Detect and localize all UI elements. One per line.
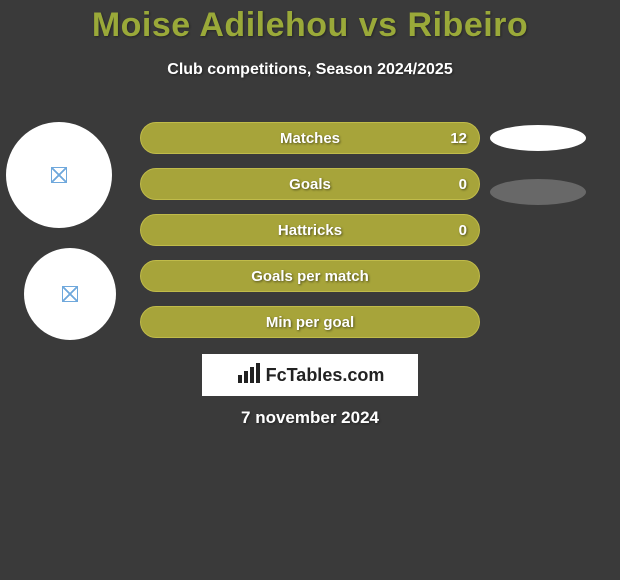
- title-vs: vs: [359, 6, 398, 44]
- avatar-column: [6, 122, 136, 360]
- subtitle: Club competitions, Season 2024/2025: [0, 61, 620, 79]
- stat-row-goals-per-match: Goals per match: [140, 260, 480, 292]
- date-text: 7 november 2024: [0, 408, 620, 428]
- stat-label: Hattricks: [155, 222, 465, 239]
- stat-label: Goals: [155, 176, 465, 193]
- title-player1: Moise Adilehou: [92, 6, 349, 44]
- stat-right-value: 0: [459, 222, 467, 239]
- stat-rows: Matches 12 Goals 0 Hattricks 0 Goals per…: [140, 122, 480, 352]
- stat-right-value: 12: [450, 130, 467, 147]
- placeholder-image-icon: [51, 167, 67, 183]
- side-ovals: [490, 122, 610, 233]
- stat-label: Min per goal: [155, 314, 465, 331]
- avatar-player1: [6, 122, 112, 228]
- brand-badge: FcTables.com: [202, 354, 418, 396]
- stat-row-matches: Matches 12: [140, 122, 480, 154]
- stat-right-value: 0: [459, 176, 467, 193]
- stat-label: Matches: [155, 130, 465, 147]
- stat-row-min-per-goal: Min per goal: [140, 306, 480, 338]
- stat-row-hattricks: Hattricks 0: [140, 214, 480, 246]
- bar-chart-icon: [236, 361, 260, 390]
- brand-text: FcTables.com: [266, 365, 385, 386]
- stat-row-goals: Goals 0: [140, 168, 480, 200]
- title-player2: Ribeiro: [408, 6, 529, 44]
- comparison-title: Moise Adilehou vs Ribeiro: [0, 0, 620, 45]
- stat-label: Goals per match: [155, 268, 465, 285]
- placeholder-image-icon: [62, 286, 78, 302]
- avatar-player2: [24, 248, 116, 340]
- side-oval-2: [490, 179, 586, 205]
- side-oval-1: [490, 125, 586, 151]
